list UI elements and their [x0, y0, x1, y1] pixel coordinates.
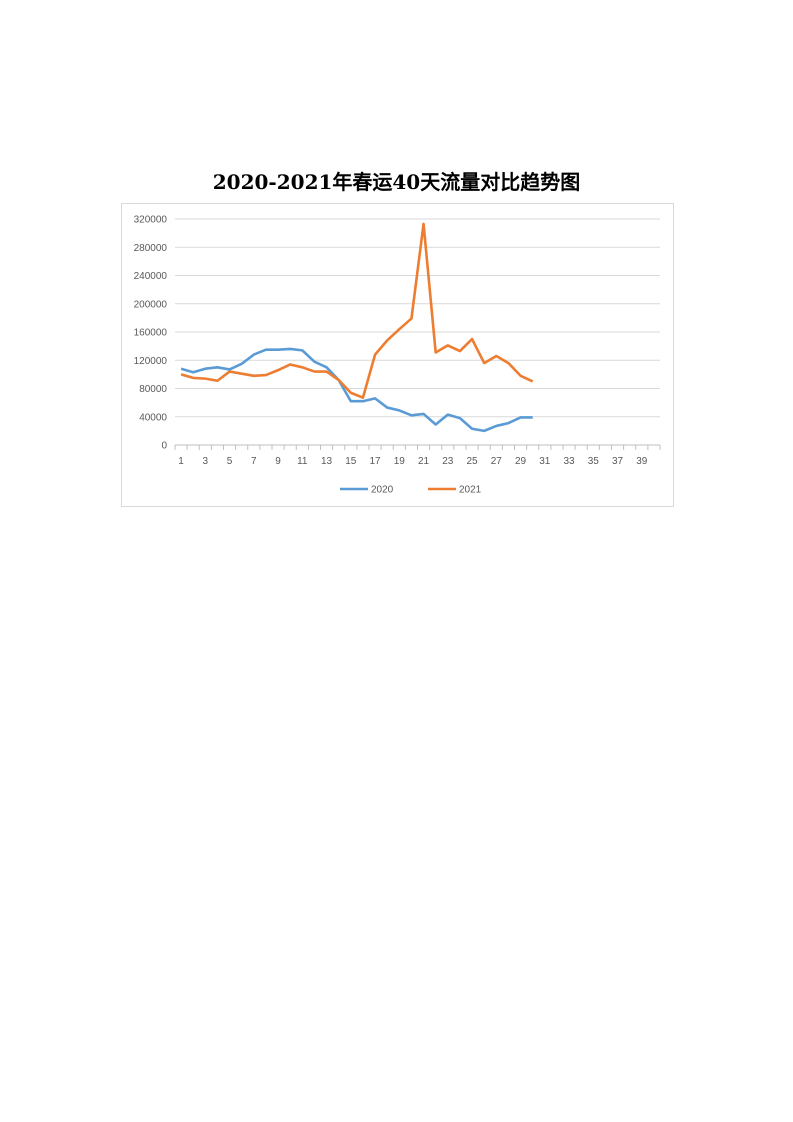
series-line-2020 [180, 347, 533, 433]
x-tick-label: 1 [178, 456, 184, 467]
y-tick-label: 0 [161, 441, 167, 452]
y-tick-label: 120000 [134, 356, 168, 367]
x-tick-label: 17 [370, 456, 382, 467]
legend-label-2020: 2020 [371, 485, 394, 496]
y-tick-label: 40000 [139, 412, 167, 423]
x-tick-label: 7 [251, 456, 257, 467]
x-tick-label: 33 [564, 456, 576, 467]
y-tick-label: 280000 [134, 243, 168, 254]
series-line-2021 [180, 222, 534, 399]
x-tick-label: 31 [539, 456, 551, 467]
x-tick-label: 39 [636, 456, 648, 467]
x-tick-label: 3 [203, 456, 209, 467]
x-tick-label: 15 [345, 456, 357, 467]
x-tick-label: 11 [297, 456, 308, 467]
x-tick-label: 25 [467, 456, 479, 467]
chart-area [121, 203, 674, 507]
x-tick-label: 13 [321, 456, 333, 467]
chart-title: 2020-2021年春运40天流量对比趋势图 [212, 170, 581, 194]
x-tick-label: 9 [275, 456, 281, 467]
y-tick-label: 320000 [134, 215, 168, 226]
x-tick-label: 5 [227, 456, 233, 467]
x-tick-label: 29 [515, 456, 527, 467]
y-tick-label: 80000 [139, 384, 167, 395]
x-tick-label: 27 [491, 456, 503, 467]
x-tick-label: 19 [394, 456, 406, 467]
legend-label-2021: 2021 [459, 485, 482, 496]
x-tick-label: 35 [588, 456, 600, 467]
y-tick-label: 160000 [134, 328, 168, 339]
x-tick-label: 37 [612, 456, 624, 467]
y-tick-label: 200000 [134, 299, 168, 310]
y-tick-label: 240000 [134, 271, 168, 282]
x-tick-label: 23 [442, 456, 454, 467]
x-tick-label: 21 [418, 456, 430, 467]
